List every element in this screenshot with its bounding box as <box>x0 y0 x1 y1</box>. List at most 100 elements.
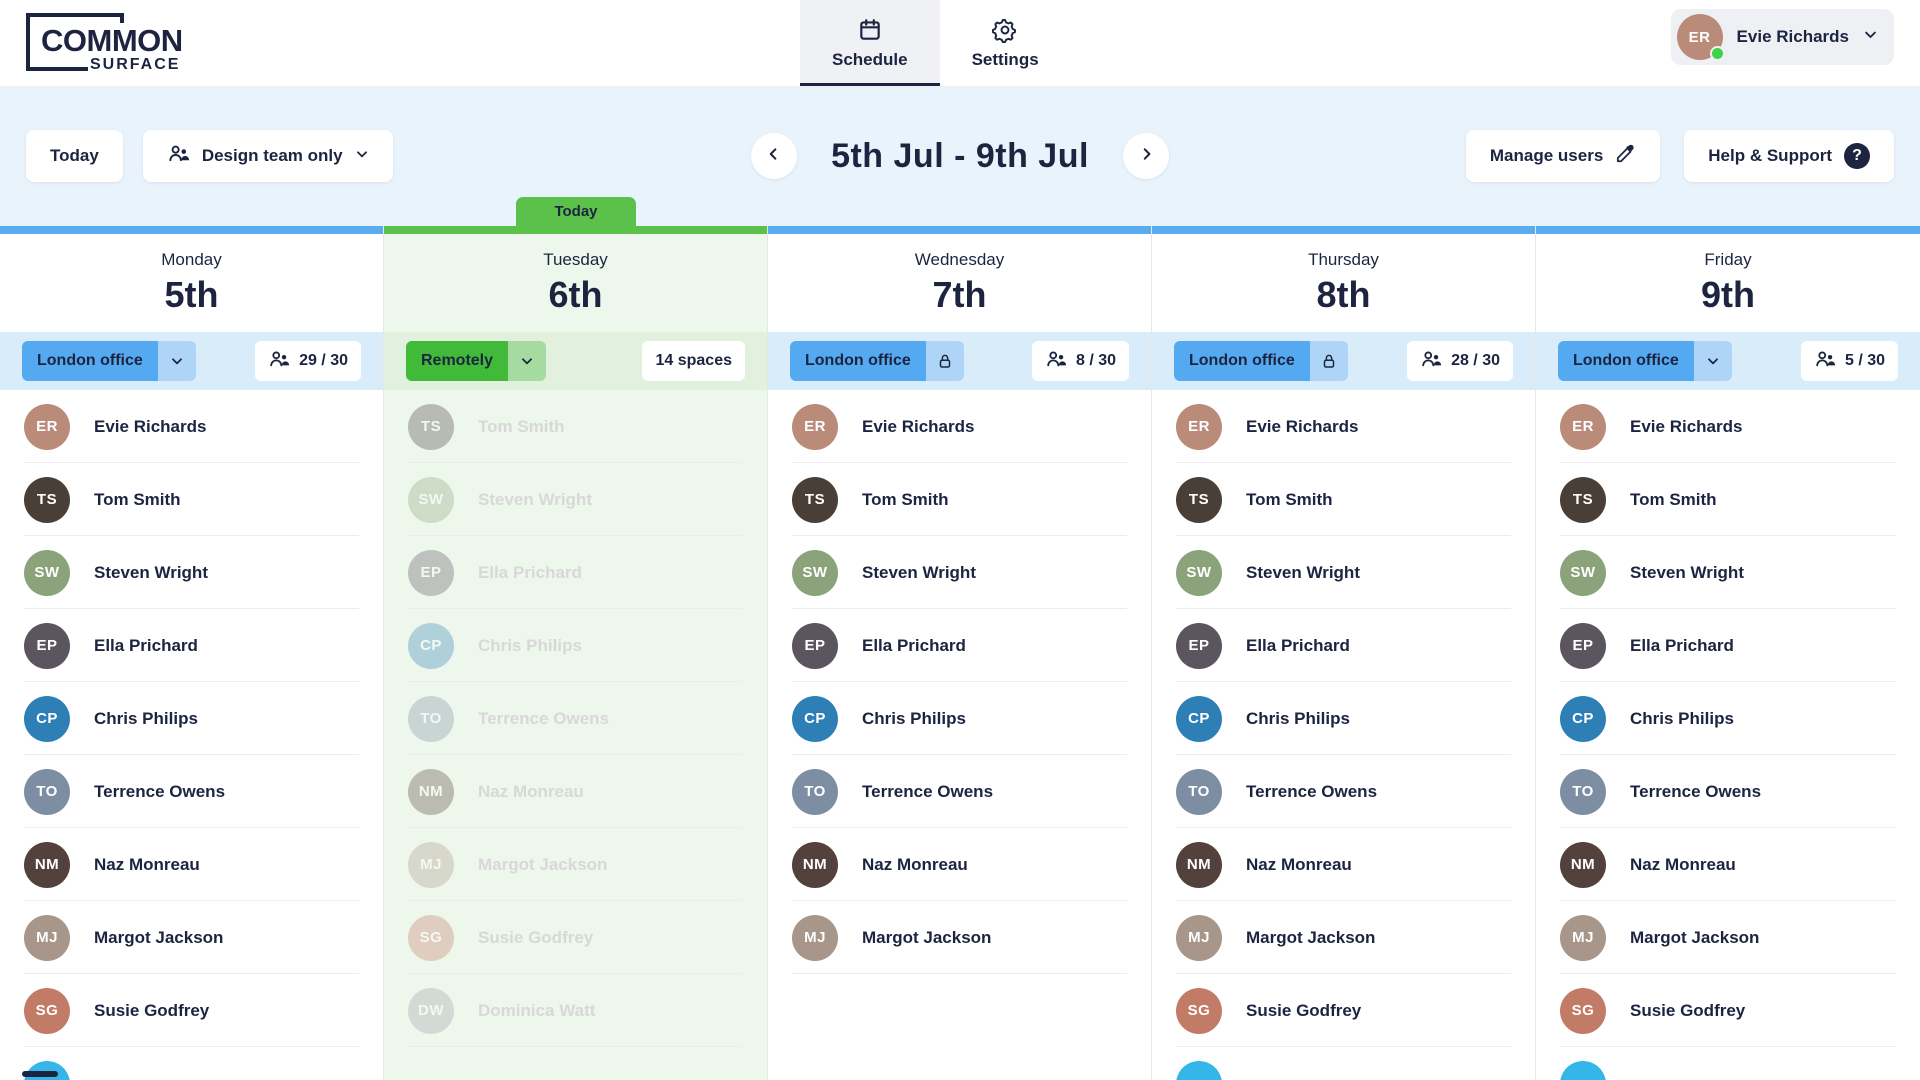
day-strip <box>1536 226 1920 234</box>
location-badge-label[interactable]: London office <box>1174 341 1310 381</box>
list-item[interactable]: TS Tom Smith <box>0 463 383 536</box>
next-week-button[interactable] <box>1122 133 1169 179</box>
list-item[interactable]: CP Chris Philips <box>0 682 383 755</box>
avatar: CP <box>1560 695 1606 742</box>
list-item[interactable]: EP Ella Prichard <box>0 609 383 682</box>
list-item[interactable]: TO Terrence Owens <box>768 755 1151 828</box>
person-name: Dominica Watt <box>478 1000 596 1020</box>
list-item[interactable]: EP Ella Prichard <box>1536 609 1920 682</box>
list-item[interactable]: ER Evie Richards <box>1152 390 1535 463</box>
list-item[interactable]: CP Chris Philips <box>384 609 767 682</box>
list-item[interactable]: NM Naz Monreau <box>1536 828 1920 901</box>
list-item[interactable]: SW Steven Wright <box>1152 536 1535 609</box>
avatar: EP <box>1560 622 1606 669</box>
location-badge[interactable]: London office <box>1174 341 1348 381</box>
list-item[interactable]: ER Evie Richards <box>768 390 1151 463</box>
list-item[interactable]: MJ Margot Jackson <box>1152 901 1535 974</box>
list-item[interactable] <box>1152 1047 1535 1080</box>
previous-week-button[interactable] <box>751 133 798 179</box>
horizontal-scrollbar-thumb[interactable] <box>22 1071 58 1077</box>
list-item[interactable]: EP Ella Prichard <box>1152 609 1535 682</box>
person-name: Tom Smith <box>1630 489 1717 509</box>
list-item[interactable]: NM Naz Monreau <box>384 755 767 828</box>
person-name: Naz Monreau <box>1246 854 1352 874</box>
location-badge[interactable]: London office <box>1558 341 1732 381</box>
location-row: London office 8 / 30 <box>768 332 1151 390</box>
avatar: TS <box>1560 476 1606 523</box>
person-name: Tom Smith <box>94 489 181 509</box>
help-support-label: Help & Support <box>1708 146 1832 165</box>
list-item[interactable]: SW Steven Wright <box>768 536 1151 609</box>
list-item[interactable] <box>1536 1047 1920 1080</box>
list-item[interactable]: DW Dominica Watt <box>384 974 767 1047</box>
manage-users-button[interactable]: Manage users <box>1465 130 1661 182</box>
day-strip <box>768 226 1151 234</box>
avatar: CP <box>408 622 454 669</box>
team-filter-dropdown[interactable]: Design team only <box>142 130 393 182</box>
list-item[interactable]: CP Chris Philips <box>768 682 1151 755</box>
location-badge[interactable]: Remotely <box>406 341 547 381</box>
list-item[interactable]: ER Evie Richards <box>1536 390 1920 463</box>
weekday-label: Monday <box>161 250 222 269</box>
list-item[interactable]: SW Steven Wright <box>1536 536 1920 609</box>
list-item[interactable]: EP Ella Prichard <box>384 536 767 609</box>
date-label: 5th <box>164 274 219 315</box>
list-item[interactable]: TS Tom Smith <box>768 463 1151 536</box>
list-item[interactable]: SW Steven Wright <box>0 536 383 609</box>
list-item[interactable]: CP Chris Philips <box>1536 682 1920 755</box>
avatar: SW <box>408 476 454 523</box>
location-badge[interactable]: London office <box>790 341 964 381</box>
manage-users-label: Manage users <box>1489 146 1604 165</box>
person-name: Steven Wright <box>1246 562 1360 582</box>
list-item[interactable]: SW Steven Wright <box>384 463 767 536</box>
location-badge-label[interactable]: London office <box>1558 341 1694 381</box>
avatar: CP <box>792 695 838 742</box>
list-item[interactable]: TS Tom Smith <box>1536 463 1920 536</box>
list-item[interactable]: MJ Margot Jackson <box>384 828 767 901</box>
chevron-down-icon[interactable] <box>1693 341 1732 381</box>
list-item[interactable]: NM Naz Monreau <box>0 828 383 901</box>
list-item[interactable]: CP Chris Philips <box>1152 682 1535 755</box>
weekday-label: Tuesday <box>543 250 608 269</box>
list-item[interactable]: TS Tom Smith <box>1152 463 1535 536</box>
person-name: Tom Smith <box>862 489 949 509</box>
day-column-monday: Monday 5th London office 29 / 30 ER Evie Rich… <box>0 226 384 1080</box>
list-item[interactable]: MJ Margot Jackson <box>768 901 1151 974</box>
person-name: Chris Philips <box>862 708 966 728</box>
list-item[interactable]: TO Terrence Owens <box>1152 755 1535 828</box>
chevron-down-icon[interactable] <box>157 341 196 381</box>
list-item[interactable]: TO Terrence Owens <box>1536 755 1920 828</box>
list-item[interactable]: MJ Margot Jackson <box>1536 901 1920 974</box>
question-icon: ? <box>1844 143 1870 169</box>
pencil-icon <box>1615 143 1636 169</box>
occupancy-text: 29 / 30 <box>299 352 348 369</box>
avatar: SG <box>24 987 70 1034</box>
list-item[interactable]: TS Tom Smith <box>384 390 767 463</box>
list-item[interactable]: NM Naz Monreau <box>768 828 1151 901</box>
tab-settings[interactable]: Settings <box>940 0 1071 86</box>
tab-settings-label: Settings <box>971 49 1039 69</box>
list-item[interactable]: SG Susie Godfrey <box>384 901 767 974</box>
help-support-button[interactable]: Help & Support ? <box>1684 130 1894 182</box>
list-item[interactable]: TO Terrence Owens <box>384 682 767 755</box>
list-item[interactable]: MJ Margot Jackson <box>0 901 383 974</box>
chevron-down-icon[interactable] <box>508 341 547 381</box>
list-item[interactable]: NM Naz Monreau <box>1152 828 1535 901</box>
location-badge-label[interactable]: London office <box>790 341 926 381</box>
team-filter-label: Design team only <box>201 146 343 165</box>
tab-schedule[interactable]: Schedule <box>800 0 940 86</box>
people-list: ER Evie Richards TS Tom Smith SW Steven Wrigh… <box>768 390 1151 1080</box>
list-item[interactable]: TO Terrence Owens <box>0 755 383 828</box>
location-badge-label[interactable]: Remotely <box>406 341 509 381</box>
location-badge[interactable]: London office <box>22 341 196 381</box>
list-item[interactable]: SG Susie Godfrey <box>0 974 383 1047</box>
today-button[interactable]: Today <box>26 130 123 182</box>
user-menu[interactable]: ER Evie Richards <box>1670 9 1894 65</box>
list-item[interactable]: ER Evie Richards <box>0 390 383 463</box>
avatar: SG <box>1560 987 1606 1034</box>
list-item[interactable]: EP Ella Prichard <box>768 609 1151 682</box>
list-item[interactable]: SG Susie Godfrey <box>1536 974 1920 1047</box>
list-item[interactable]: SG Susie Godfrey <box>1152 974 1535 1047</box>
chevron-down-icon <box>1863 27 1878 47</box>
location-badge-label[interactable]: London office <box>22 341 158 381</box>
